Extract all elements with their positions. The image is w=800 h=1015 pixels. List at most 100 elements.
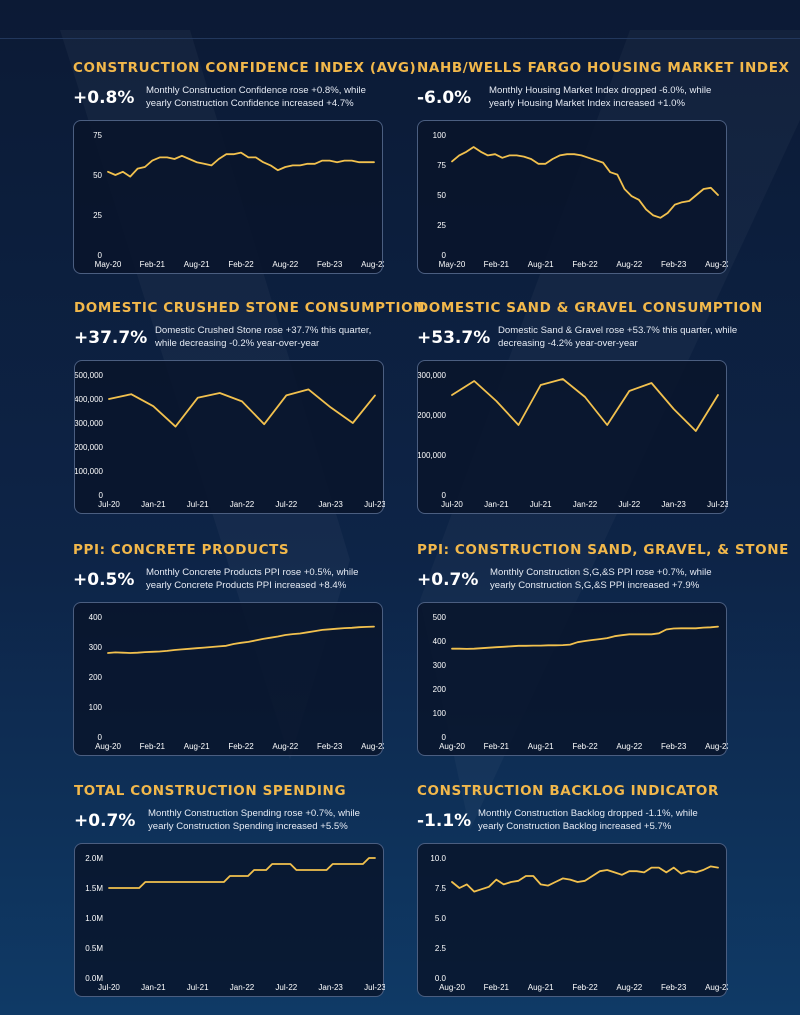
x-tick-label: May-20 <box>95 260 122 269</box>
x-tick-label: Aug-21 <box>184 260 210 269</box>
series-line <box>107 625 375 654</box>
y-tick-label: 500,000 <box>75 371 104 380</box>
x-tick-label: Jan-22 <box>573 500 598 509</box>
x-tick-label: Feb-22 <box>228 260 254 269</box>
x-tick-label: Aug-20 <box>439 983 465 992</box>
x-tick-label: Jul-20 <box>98 983 120 992</box>
x-tick-label: Jan-23 <box>661 500 686 509</box>
series-line <box>107 151 375 178</box>
x-tick-label: Aug-21 <box>528 983 554 992</box>
x-tick-label: Feb-21 <box>140 260 166 269</box>
x-tick-label: Aug-22 <box>616 983 642 992</box>
x-tick-label: Jan-23 <box>318 500 343 509</box>
y-tick-label: 400 <box>89 613 103 622</box>
y-tick-label: 50 <box>437 191 446 200</box>
y-tick-label: 75 <box>93 131 102 140</box>
panel-ppi-concrete: PPI: CONCRETE PRODUCTS +0.5% Monthly Con… <box>73 542 403 767</box>
y-tick-label: 500 <box>433 613 447 622</box>
y-tick-label: 300 <box>89 643 103 652</box>
y-tick-label: 300 <box>433 661 447 670</box>
y-tick-label: 2.5 <box>435 944 447 953</box>
x-tick-label: Aug-23 <box>705 742 728 751</box>
x-tick-label: Feb-22 <box>228 742 254 751</box>
y-tick-label: 0 <box>442 491 447 500</box>
x-tick-label: Feb-23 <box>661 260 687 269</box>
panel-title: CONSTRUCTION BACKLOG INDICATOR <box>417 783 720 799</box>
panel-crushed-stone: DOMESTIC CRUSHED STONE CONSUMPTION +37.7… <box>74 300 424 525</box>
chart-panel: 0 100,000 200,000 300,000 Jul-20 Jan-21 Jul-21… <box>417 360 728 514</box>
panel-title: DOMESTIC SAND & GRAVEL CONSUMPTION <box>417 300 763 316</box>
y-tick-label: 25 <box>437 221 446 230</box>
line-chart: 0 25 50 75 100 May-20 Feb-21 Aug-21 Feb-22 Aug-22… <box>433 131 728 269</box>
chart-panel: 0 100 200 300 400 500 Aug-20 Feb-21 Aug-21 Feb-22… <box>417 602 728 756</box>
line-chart: 0 100,000 200,000 300,000 Jul-20 Jan-21 Jul-21… <box>418 371 728 509</box>
y-tick-label: 0.0 <box>435 974 447 983</box>
change-description: Monthly Construction Confidence rose +0.… <box>146 85 366 109</box>
x-tick-label: Jul-22 <box>275 500 297 509</box>
y-tick-label: 400 <box>433 637 447 646</box>
x-tick-label: Feb-23 <box>661 983 687 992</box>
y-tick-label: 100 <box>433 131 447 140</box>
x-tick-label: Feb-21 <box>484 742 510 751</box>
series-line <box>451 625 719 650</box>
chart-panel: 0 100,000 200,000 300,000 400,000 500,000 Jul-… <box>74 360 385 514</box>
x-tick-label: Jul-20 <box>98 500 120 509</box>
y-tick-label: 100 <box>433 709 447 718</box>
x-tick-label: Jan-21 <box>141 500 166 509</box>
y-tick-label: 0.5M <box>85 944 103 953</box>
panel-title: DOMESTIC CRUSHED STONE CONSUMPTION <box>74 300 426 316</box>
x-tick-label: Aug-23 <box>705 260 728 269</box>
header-divider <box>0 38 800 39</box>
x-tick-label: Jul-23 <box>707 500 728 509</box>
panel-title: CONSTRUCTION CONFIDENCE INDEX (AVG) <box>73 60 417 76</box>
x-tick-label: Jul-21 <box>530 500 552 509</box>
line-chart: 0.0M 0.5M 1.0M 1.5M 2.0M Jul-20 Jan-21 Jul-21 Ja… <box>85 854 385 992</box>
chart-panel: 0 100 200 300 400 Aug-20 Feb-21 Aug-21 Feb-22 Aug… <box>73 602 384 756</box>
y-tick-label: 100,000 <box>75 467 104 476</box>
change-description: Domestic Crushed Stone rose +37.7% this … <box>155 325 372 349</box>
x-tick-label: Jul-21 <box>187 500 209 509</box>
chart-panel: 0.0M 0.5M 1.0M 1.5M 2.0M Jul-20 Jan-21 Jul-21 Ja… <box>74 843 385 997</box>
series-line <box>451 378 719 432</box>
change-value: -1.1% <box>417 811 472 831</box>
x-tick-label: Jul-22 <box>618 500 640 509</box>
series-line <box>108 388 376 428</box>
y-tick-label: 2.0M <box>85 854 103 863</box>
panel-ppi-sand-gravel-stone: PPI: CONSTRUCTION SAND, GRAVEL, & STONE … <box>417 542 788 767</box>
chart-panel: 0 25 50 75 100 May-20 Feb-21 Aug-21 Feb-22 Aug-22… <box>417 120 728 274</box>
x-tick-label: Feb-23 <box>317 742 343 751</box>
x-tick-label: Aug-21 <box>184 742 210 751</box>
x-tick-label: Feb-23 <box>661 742 687 751</box>
panel-title: NAHB/WELLS FARGO HOUSING MARKET INDEX <box>417 60 790 76</box>
x-tick-label: Aug-23 <box>705 983 728 992</box>
panel-total-construction-spending: TOTAL CONSTRUCTION SPENDING +0.7% Monthl… <box>74 783 404 1008</box>
x-tick-label: Aug-21 <box>528 742 554 751</box>
chart-panel: 0 25 50 75 May-20 Feb-21 Aug-21 Feb-22 Aug-22 Feb… <box>73 120 384 274</box>
y-tick-label: 10.0 <box>430 854 446 863</box>
x-tick-label: Aug-23 <box>361 260 384 269</box>
series-line <box>451 865 719 893</box>
y-tick-label: 200,000 <box>75 443 104 452</box>
x-tick-label: Jul-20 <box>441 500 463 509</box>
x-tick-label: Jan-21 <box>141 983 166 992</box>
x-tick-label: Feb-21 <box>140 742 166 751</box>
x-tick-label: Aug-20 <box>95 742 121 751</box>
y-tick-label: 100,000 <box>418 451 447 460</box>
x-tick-label: Feb-21 <box>484 260 510 269</box>
panel-construction-confidence: CONSTRUCTION CONFIDENCE INDEX (AVG) +0.8… <box>73 60 416 285</box>
y-tick-label: 300,000 <box>75 419 104 428</box>
y-tick-label: 0 <box>98 733 103 742</box>
change-description: Monthly Concrete Products PPI rose +0.5%… <box>146 567 359 591</box>
x-tick-label: Aug-22 <box>272 260 298 269</box>
y-tick-label: 1.5M <box>85 884 103 893</box>
panel-housing-market-index: NAHB/WELLS FARGO HOUSING MARKET INDEX -6… <box>417 60 789 285</box>
y-tick-label: 400,000 <box>75 395 104 404</box>
y-tick-label: 1.0M <box>85 914 103 923</box>
line-chart: 0 100,000 200,000 300,000 400,000 500,000 Jul-… <box>75 371 385 509</box>
line-chart: 0.0 2.5 5.0 7.5 10.0 Aug-20 Feb-21 Aug-21 Feb-22… <box>430 854 728 992</box>
x-tick-label: May-20 <box>439 260 466 269</box>
x-tick-label: Jul-23 <box>364 983 385 992</box>
series-line <box>451 146 719 219</box>
x-tick-label: Feb-22 <box>572 742 598 751</box>
x-tick-label: Jan-22 <box>230 983 255 992</box>
